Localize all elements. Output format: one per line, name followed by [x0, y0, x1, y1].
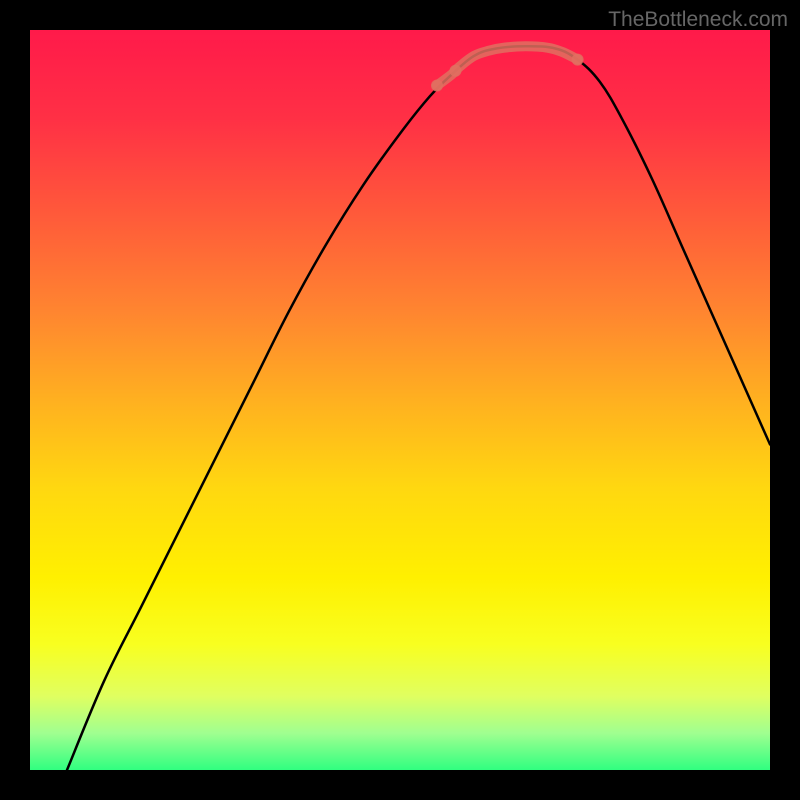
watermark-text: TheBottleneck.com	[608, 8, 788, 32]
chart-svg	[30, 30, 770, 770]
marker-dot	[572, 54, 584, 66]
gradient-background	[30, 30, 770, 770]
marker-dot	[450, 65, 462, 77]
marker-dot	[431, 80, 443, 92]
bottleneck-chart	[30, 30, 770, 770]
